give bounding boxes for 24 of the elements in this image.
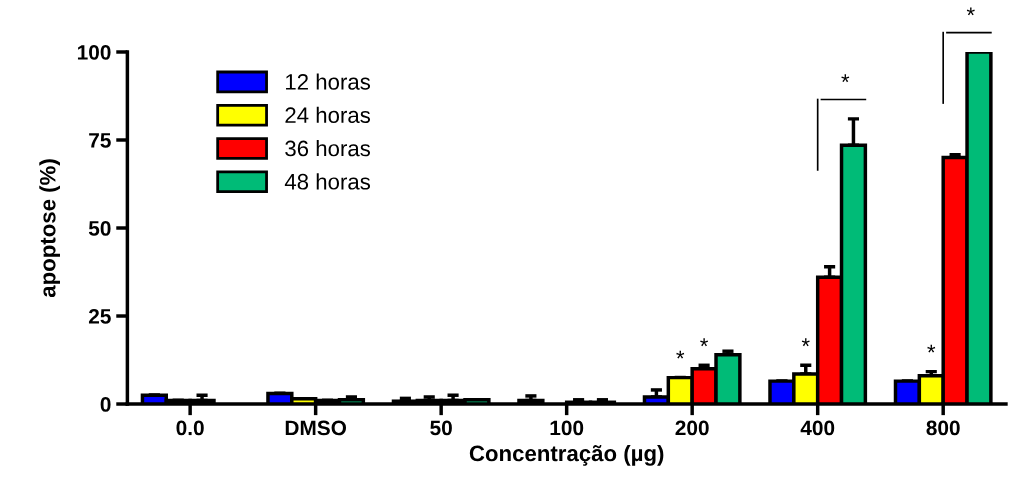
x-tick-label: 200 [675,420,709,436]
annotation: * [676,350,685,359]
x-tick-label: DMSO [285,420,347,436]
text: * [966,7,975,16]
y-tick-label: 0 [100,397,111,412]
y-axis-title: apoptose (%) [39,159,60,298]
y-tick-label: 75 [89,133,111,148]
legend-label: 36 horas [285,140,371,157]
annotation: * [841,74,850,83]
legend-label: 48 horas [284,173,371,190]
x-tick-label: 0.0 [176,420,204,436]
annotation: * [700,338,709,347]
y-tick-label: 100 [77,44,111,60]
x-tick-label: 800 [926,420,960,436]
y-tick-label: 50 [88,221,111,236]
legend-label: 12 horas [286,73,371,90]
y-tick-label: 25 [88,309,111,324]
x-tick-label: 400 [800,420,835,436]
x-tick-label: 50 [430,420,452,436]
x-axis-title: Concentração (µg) [469,444,664,466]
annotation: * [927,344,936,353]
legend-label: 24 horas [285,106,371,124]
x-tick-label: 100 [550,420,584,436]
annotation: * [801,338,810,347]
